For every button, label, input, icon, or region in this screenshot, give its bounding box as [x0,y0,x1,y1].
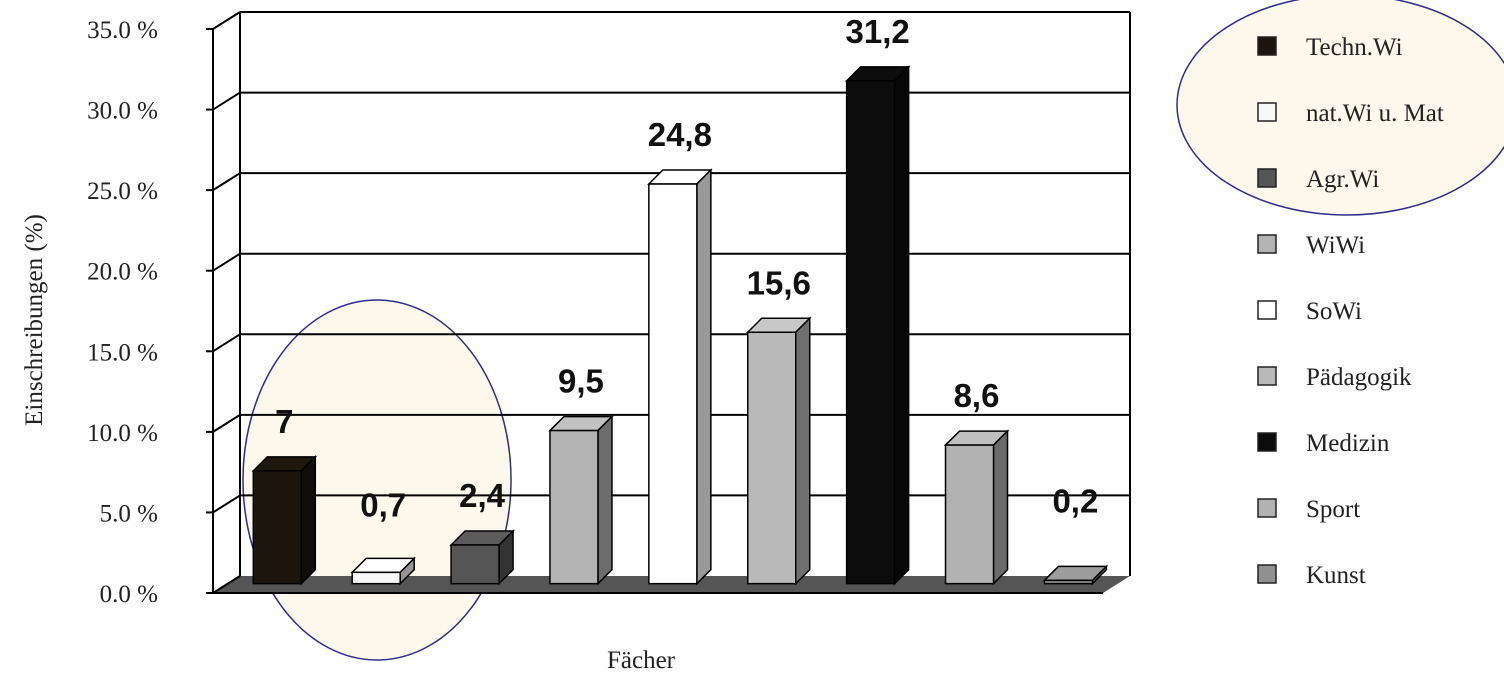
value-label: 15,6 [747,264,811,301]
x-axis-title: Fächer [607,647,676,674]
legend-swatch [1257,300,1277,320]
legend-swatch [1257,366,1277,386]
value-label: 7 [275,403,293,440]
legend-label: Sport [1306,496,1360,523]
y-tick-label: 10.0 % [87,420,158,447]
y-tick-label: 30.0 % [87,98,158,125]
bar-side [696,168,712,586]
bar-5 [647,168,713,586]
bar-side [300,455,317,586]
legend-swatch [1257,102,1277,122]
legend-label: Medizin [1306,430,1390,457]
bar-front [1043,579,1094,585]
bar-1 [251,455,318,586]
y-tick-label: 15.0 % [87,339,158,366]
legend-swatch [1257,234,1277,254]
legend: Techn.Wi nat.Wi u. Mat Agr.Wi WiWi SoWi Pädag… [1257,34,1444,589]
value-label: 31,2 [846,13,910,50]
gridline-side [212,333,241,353]
bar-side [992,429,1009,586]
gridline-side [212,494,241,514]
legend-item: Pädagogik [1257,364,1412,391]
bar-front [450,544,500,585]
value-label: 8,6 [954,377,1000,414]
y-axis-title: Einschreibungen (%) [21,214,48,426]
y-tick-label: 5.0 % [100,500,158,527]
floor-layer [213,576,1130,593]
legend-label: Techn.Wi [1306,34,1403,61]
gridline-side [212,575,241,594]
y-tick-label: 20.0 % [87,259,158,286]
gridline-side [212,172,241,191]
legend-label: WiWi [1306,232,1365,259]
legend-label: Agr.Wi [1306,166,1379,193]
bar-side [893,65,910,586]
bar-2 [350,556,416,586]
label-layer: 7 0,7 2,4 9,5 24,8 15,6 31,2 8,6 0,2 [275,13,1098,523]
bar-6 [745,316,812,586]
chart-floor [213,576,1130,593]
y-tick-label: 35.0 % [87,17,158,44]
bar-front [845,80,896,585]
gridline-side [212,11,241,30]
legend-item: WiWi [1257,232,1365,259]
grid-layer: 0.0 % 5.0 % 10.0 % 15.0 % 20.0 % 25.0 % 30.0 %… [87,11,1131,608]
legend-label: Kunst [1306,562,1366,589]
legend-item: nat.Wi u. Mat [1257,100,1444,127]
value-label: 9,5 [558,363,604,400]
bar-7 [844,65,911,586]
legend-label: SoWi [1306,298,1362,325]
legend-item: Medizin [1257,430,1390,457]
legend-item: Techn.Wi [1257,34,1403,61]
bar-8 [943,429,1010,586]
bar-side [794,316,811,586]
bar-3 [449,529,515,586]
legend-label: nat.Wi u. Mat [1306,100,1444,127]
value-label: 24,8 [648,116,712,153]
legend-swatch [1257,498,1277,518]
gridline-side [212,252,241,272]
value-label: 0,7 [360,486,406,523]
bar-layer [251,65,1109,586]
legend-swatch [1257,168,1277,188]
legend-item: Agr.Wi [1257,166,1379,193]
value-label: 2,4 [459,477,506,514]
legend-item: Sport [1257,496,1360,523]
y-tick-label: 0.0 % [100,581,158,608]
legend-swatch [1257,36,1277,56]
bar-front [549,429,599,585]
bar-front [944,444,995,585]
gridline-side [212,91,241,111]
bar-front [351,571,401,585]
gridline-side [212,414,241,433]
bar-4 [548,414,614,586]
legend-item: Kunst [1257,562,1366,589]
bar-front [648,183,698,585]
bar-front [746,331,797,585]
y-tick-label: 25.0 % [87,178,158,205]
legend-swatch [1257,432,1277,452]
legend-label: Pädagogik [1306,364,1412,391]
value-label: 0,2 [1052,482,1098,519]
bar-side [597,414,613,586]
legend-swatch [1257,564,1277,584]
bar-front [252,470,303,585]
legend-item: SoWi [1257,298,1362,325]
bar-9 [1042,564,1109,586]
